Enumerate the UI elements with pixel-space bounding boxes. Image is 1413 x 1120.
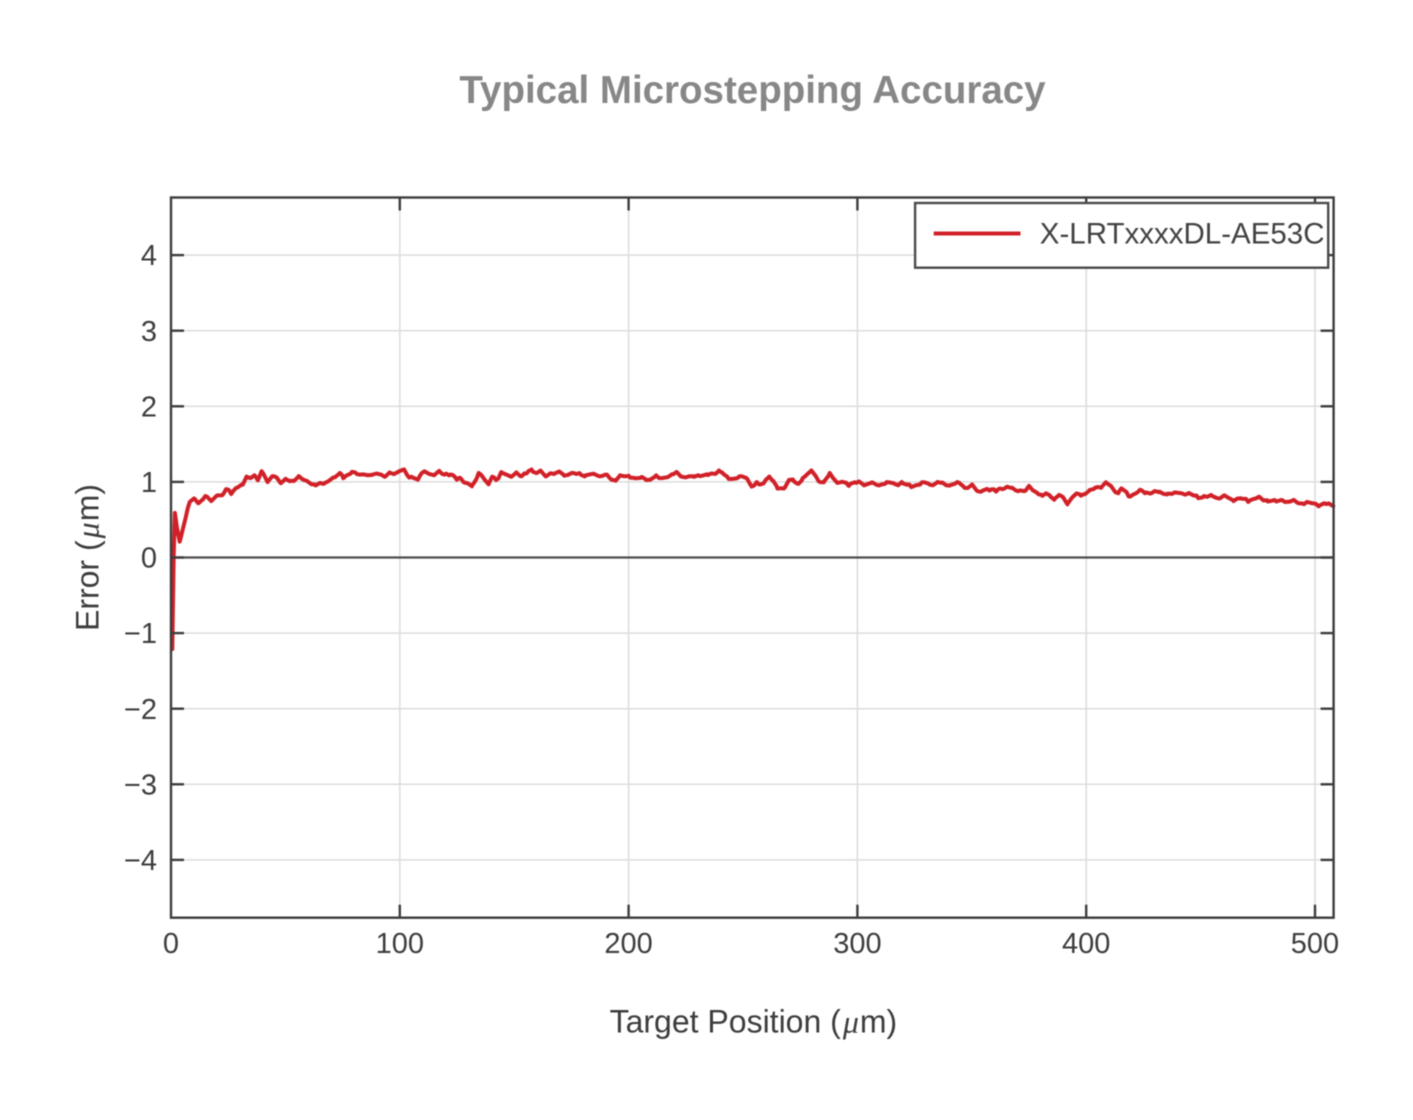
svg-text:4: 4 [141, 240, 157, 272]
svg-text:−1: −1 [124, 618, 157, 650]
svg-text:0: 0 [141, 543, 157, 575]
svg-text:200: 200 [604, 928, 652, 960]
svg-text:−4: −4 [124, 845, 157, 877]
svg-text:400: 400 [1062, 928, 1110, 960]
svg-text:100: 100 [376, 928, 424, 960]
svg-text:−2: −2 [124, 694, 157, 726]
svg-text:500: 500 [1291, 928, 1339, 960]
svg-text:−3: −3 [124, 769, 157, 801]
svg-text:X-LRTxxxxDL-AE53C: X-LRTxxxxDL-AE53C [1040, 218, 1325, 251]
svg-text:1: 1 [141, 467, 157, 499]
svg-text:0: 0 [163, 928, 179, 960]
svg-text:Typical Microstepping Accuracy: Typical Microstepping Accuracy [459, 69, 1046, 112]
svg-text:300: 300 [833, 928, 881, 960]
svg-text:3: 3 [141, 316, 157, 348]
svg-text:Target Position (μ​m): Target Position (μ​m) [610, 1004, 898, 1040]
svg-text:2: 2 [141, 391, 157, 423]
svg-text:Error (μ​m): Error (μ​m) [70, 484, 106, 631]
